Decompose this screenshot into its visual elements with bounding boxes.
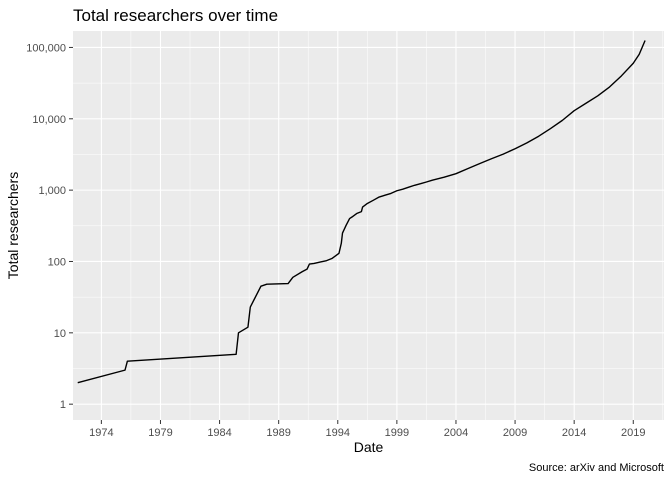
minor-gridlines — [73, 31, 664, 420]
y-tick-label: 10 — [54, 328, 66, 340]
y-axis: 1 10 100 1,000 10,000 100,000 — [26, 42, 73, 411]
y-tick-label: 1,000 — [38, 185, 66, 197]
y-tick-label: 1 — [60, 399, 66, 411]
x-tick-label: 1974 — [89, 427, 113, 439]
y-tick-label: 10,000 — [32, 114, 66, 126]
y-tick-label: 100 — [48, 256, 66, 268]
plot-panel — [73, 31, 664, 420]
x-tick-label: 1989 — [266, 427, 290, 439]
major-gridlines — [73, 31, 664, 420]
x-tick-label: 2014 — [562, 427, 586, 439]
x-tick-label: 1984 — [207, 427, 231, 439]
y-tick-label: 100,000 — [26, 42, 66, 54]
x-tick-label: 2004 — [444, 427, 468, 439]
chart-title: Total researchers over time — [73, 6, 278, 25]
x-tick-label: 1979 — [148, 427, 172, 439]
x-tick-label: 2019 — [621, 427, 645, 439]
x-axis: 1974 1979 1984 1989 1994 1999 2004 2009 2014 2019 — [89, 420, 646, 439]
x-axis-title: Date — [354, 439, 384, 455]
x-tick-label: 1994 — [326, 427, 350, 439]
x-tick-label: 2009 — [503, 427, 527, 439]
y-axis-title: Total researchers — [5, 172, 21, 279]
x-tick-label: 1999 — [385, 427, 409, 439]
chart-caption: Source: arXiv and Microsoft — [529, 462, 664, 474]
series-line — [77, 40, 646, 384]
